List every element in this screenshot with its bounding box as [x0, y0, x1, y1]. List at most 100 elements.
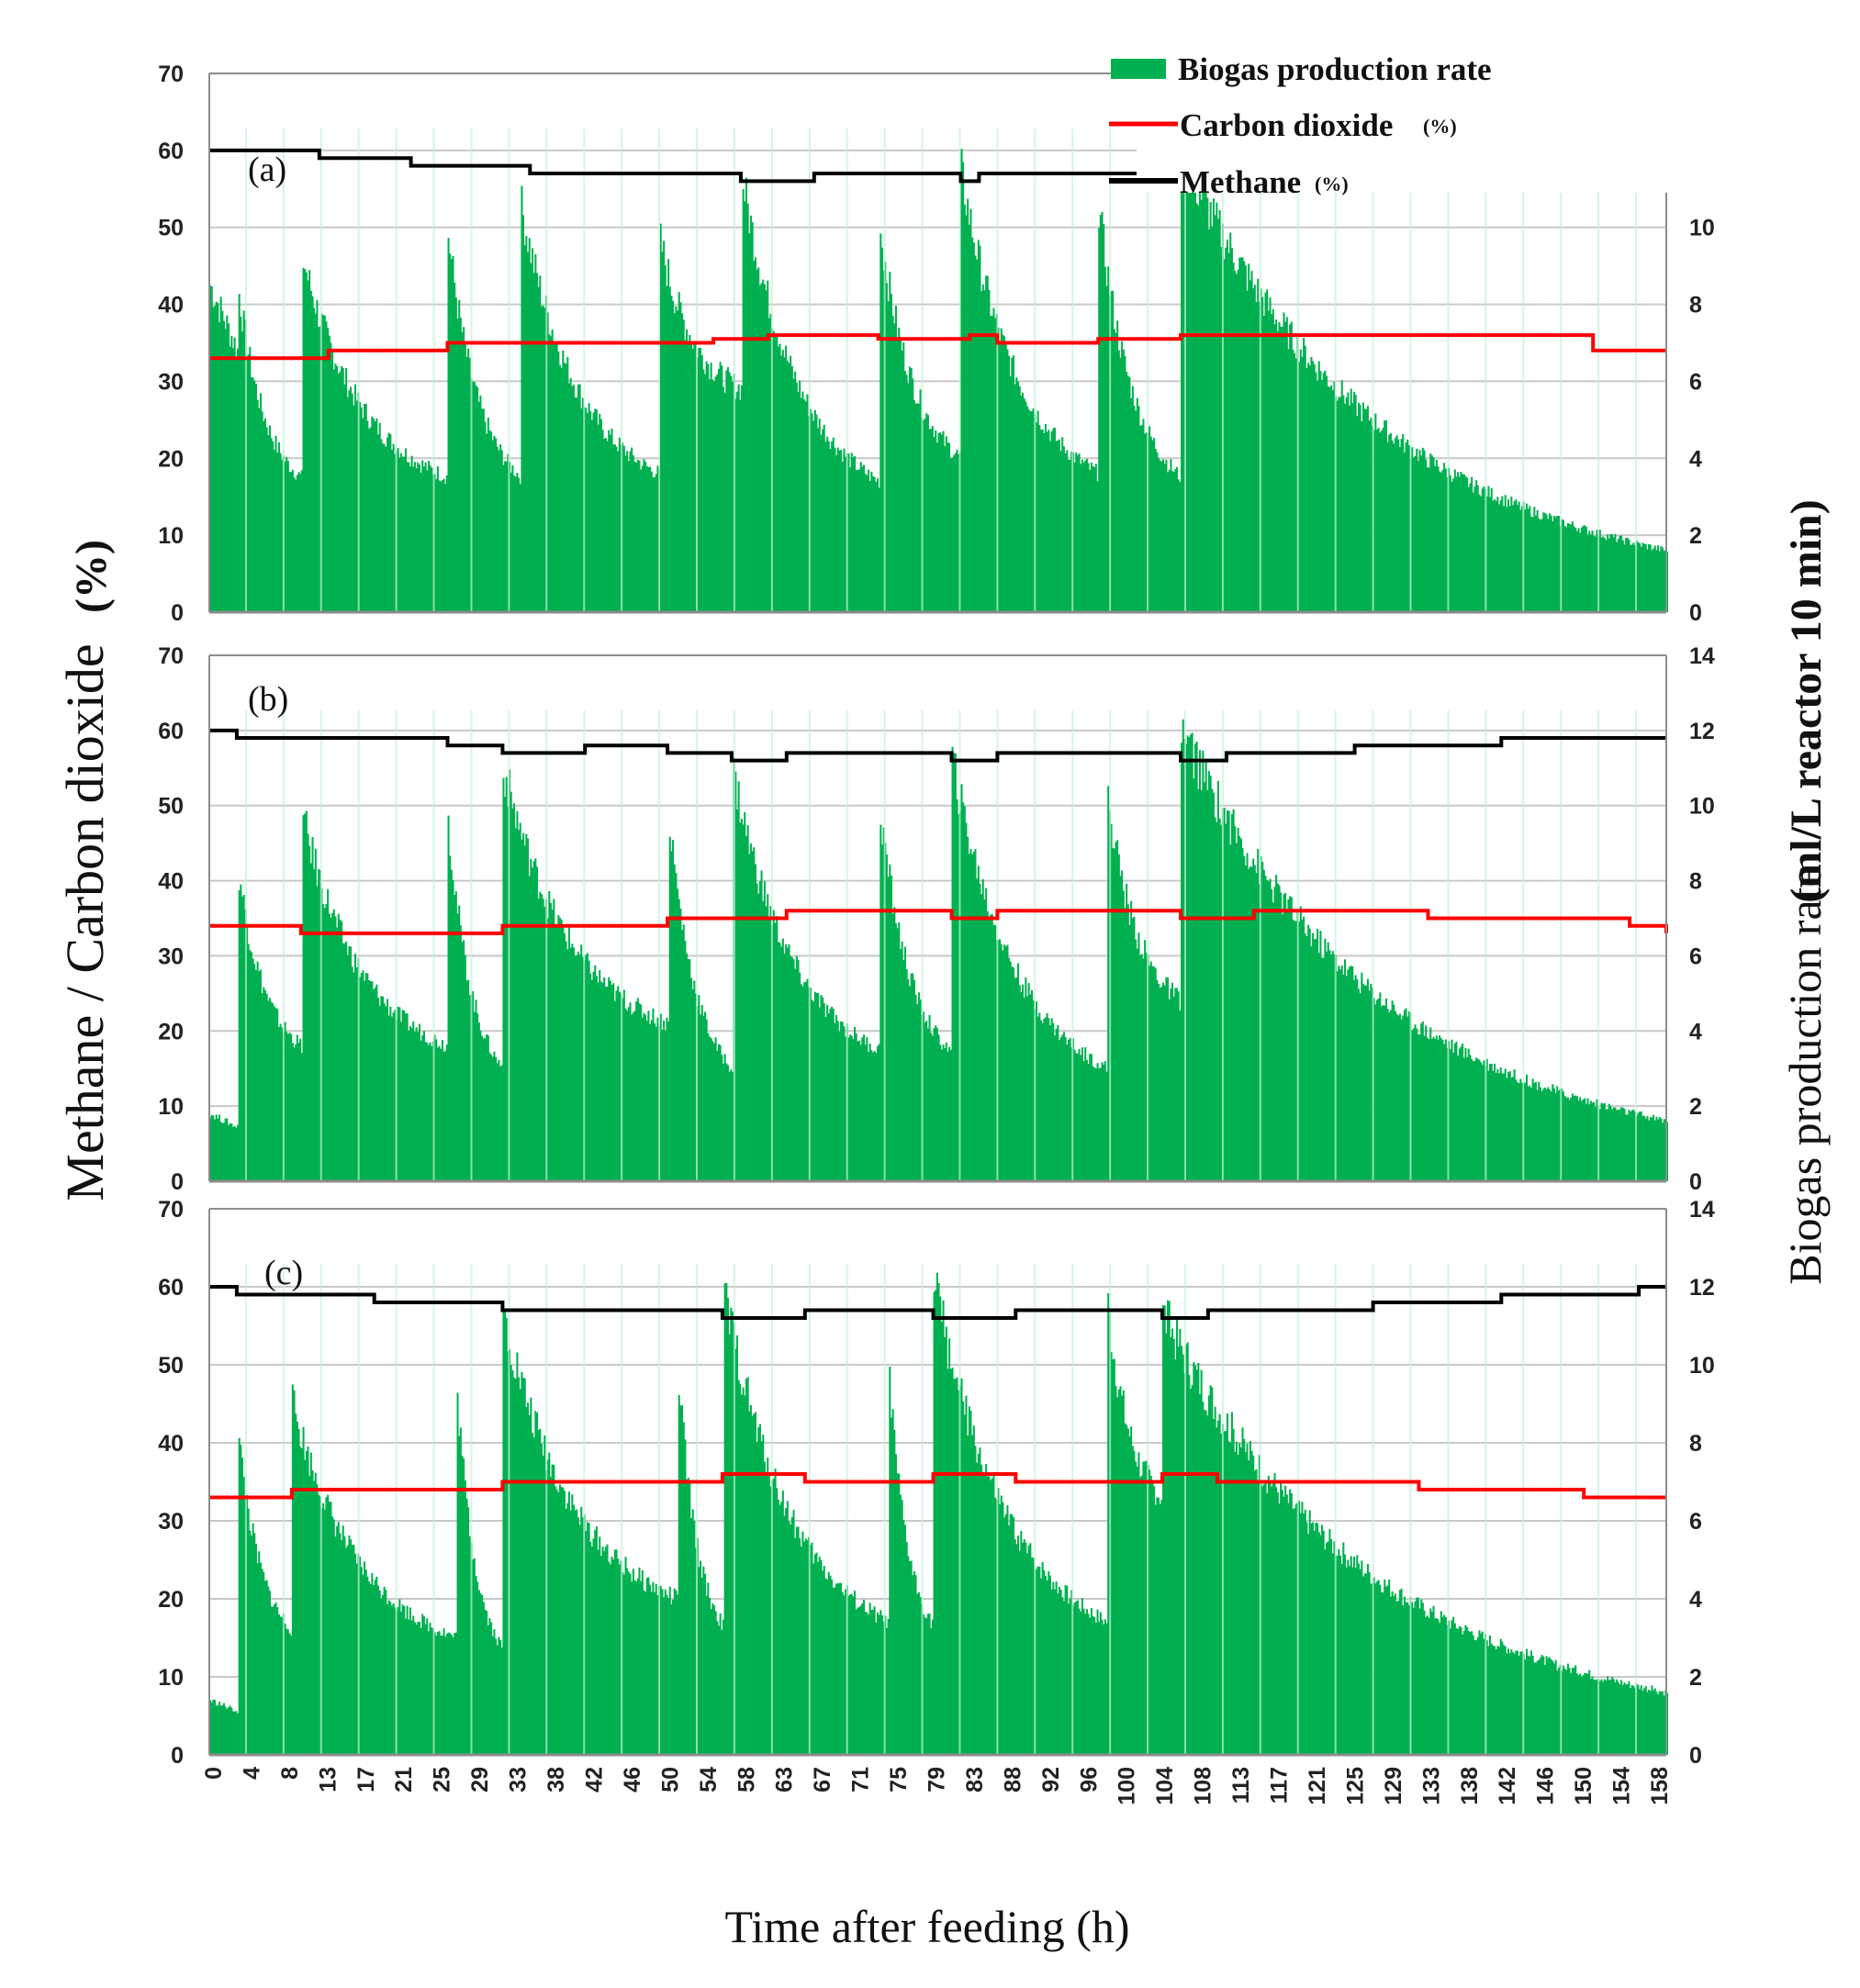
biogas-bar	[467, 979, 470, 1181]
biogas-bar	[479, 396, 482, 612]
biogas-bar	[1162, 1305, 1165, 1755]
biogas-bar	[1122, 890, 1125, 1181]
biogas-bar	[855, 470, 857, 612]
biogas-bar	[1640, 546, 1642, 612]
biogas-bar	[659, 223, 662, 612]
biogas-bar	[1476, 485, 1479, 612]
biogas-bar	[866, 1037, 868, 1181]
biogas-bar	[1243, 855, 1246, 1181]
biogas-bar	[1338, 1548, 1340, 1755]
biogas-bar	[1328, 950, 1331, 1181]
biogas-bar	[1506, 507, 1508, 612]
biogas-bar	[1116, 840, 1119, 1181]
biogas-bar	[1611, 1677, 1614, 1755]
biogas-bar	[930, 429, 933, 612]
biogas-bar	[1181, 1346, 1183, 1755]
biogas-bar	[1350, 1556, 1352, 1755]
biogas-bar	[794, 968, 797, 1181]
biogas-bar	[714, 1037, 717, 1181]
biogas-bar	[277, 1614, 280, 1755]
biogas-bar	[1301, 919, 1304, 1181]
biogas-bar	[1156, 979, 1159, 1181]
left-tick-label: 0	[171, 1743, 184, 1769]
biogas-bar	[1006, 349, 1009, 612]
biogas-bar	[475, 385, 477, 612]
biogas-bar	[459, 318, 462, 612]
right-axis-unit: (ml/L reactor 10 min)	[1782, 499, 1831, 902]
biogas-bar	[369, 1583, 372, 1755]
biogas-bar	[877, 1612, 880, 1755]
biogas-bar	[431, 467, 433, 612]
biogas-bar	[1432, 1605, 1435, 1755]
biogas-bar	[650, 1592, 653, 1755]
biogas-bar	[1571, 521, 1574, 612]
biogas-bar	[902, 1520, 905, 1755]
biogas-bar	[567, 383, 570, 612]
biogas-bar	[1036, 1569, 1038, 1755]
biogas-bar	[983, 290, 986, 612]
biogas-bar	[1041, 1562, 1044, 1755]
biogas-bar	[1206, 1415, 1209, 1755]
biogas-bar	[360, 1567, 363, 1755]
biogas-bar	[713, 1043, 716, 1181]
biogas-bar	[896, 337, 899, 612]
biogas-bar	[1200, 789, 1203, 1181]
biogas-bar	[838, 1031, 841, 1181]
biogas-bar	[1090, 1608, 1092, 1755]
biogas-bar	[612, 1559, 615, 1755]
biogas-bar	[922, 1011, 924, 1181]
biogas-bar	[702, 1015, 705, 1181]
biogas-bar	[613, 1549, 616, 1755]
biogas-bar	[1281, 914, 1283, 1181]
biogas-bar	[1026, 996, 1029, 1181]
biogas-bar	[351, 966, 353, 1181]
biogas-bar	[603, 1550, 606, 1755]
biogas-bar	[351, 1545, 353, 1755]
biogas-bar	[880, 1615, 883, 1755]
biogas-bar	[1044, 1017, 1047, 1181]
biogas-bar	[948, 442, 951, 612]
biogas-bar	[530, 262, 532, 612]
biogas-bar	[1471, 1631, 1473, 1755]
biogas-bar	[1609, 1680, 1612, 1755]
biogas-bar	[1212, 198, 1215, 612]
biogas-bar	[774, 922, 777, 1181]
biogas-bar	[1475, 1639, 1478, 1755]
biogas-bar	[502, 777, 505, 1181]
biogas-bar	[532, 861, 535, 1181]
biogas-bar	[1170, 1336, 1172, 1755]
biogas-bar	[1391, 440, 1394, 612]
biogas-bar	[1248, 868, 1250, 1181]
biogas-bar	[252, 1523, 254, 1755]
biogas-bar	[1195, 742, 1198, 1181]
biogas-bar	[1156, 1497, 1159, 1755]
biogas-bar	[284, 1623, 286, 1755]
biogas-bar	[1571, 1093, 1574, 1181]
biogas-bar	[1596, 1680, 1598, 1755]
biogas-bar	[608, 430, 611, 612]
biogas-bar	[1644, 1686, 1647, 1755]
right-tick-label: 2	[1689, 523, 1702, 549]
biogas-bar	[1425, 459, 1428, 612]
biogas-bar	[1347, 392, 1350, 612]
biogas-bar	[679, 909, 682, 1181]
biogas-bar	[1538, 1659, 1541, 1755]
biogas-bar	[427, 1044, 430, 1181]
biogas-bar	[1139, 1477, 1142, 1755]
biogas-bar	[1285, 1494, 1288, 1755]
biogas-bar	[1273, 324, 1276, 612]
biogas-bar	[1398, 1013, 1401, 1181]
biogas-bar	[868, 481, 871, 612]
biogas-bar	[254, 1543, 257, 1755]
biogas-bar	[473, 1011, 476, 1181]
biogas-bar	[1407, 445, 1410, 612]
biogas-bar	[1186, 172, 1189, 612]
biogas-bar	[1163, 463, 1166, 612]
biogas-bar	[622, 998, 624, 1181]
biogas-bar	[1617, 539, 1619, 612]
biogas-bar	[704, 1011, 707, 1181]
biogas-bar	[377, 1585, 380, 1755]
biogas-bar	[1616, 542, 1619, 612]
biogas-bar	[1508, 1071, 1511, 1181]
biogas-bar	[656, 465, 659, 612]
